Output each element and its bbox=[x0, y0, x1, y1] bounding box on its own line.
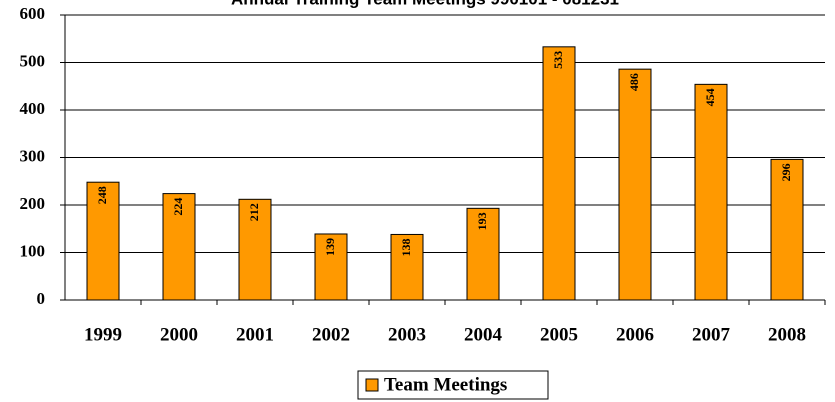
x-tick-label: 2002 bbox=[312, 324, 350, 345]
bar bbox=[314, 233, 348, 301]
value-label: 139 bbox=[323, 238, 337, 256]
x-tick-label: 2004 bbox=[464, 324, 503, 345]
y-tick-label: 400 bbox=[20, 99, 46, 118]
y-tick-label: 0 bbox=[37, 289, 46, 308]
bar bbox=[86, 181, 120, 301]
legend-label: Team Meetings bbox=[384, 374, 507, 395]
value-label: 193 bbox=[475, 212, 489, 230]
value-label: 248 bbox=[95, 186, 109, 204]
x-tick-label: 2006 bbox=[616, 324, 654, 345]
chart-title: Annual Training Team Meetings 990101 - 0… bbox=[231, 0, 619, 8]
y-tick-label: 600 bbox=[20, 4, 46, 23]
value-label: 486 bbox=[627, 73, 641, 91]
bar bbox=[542, 46, 576, 301]
x-tick-label: 2007 bbox=[692, 324, 731, 345]
bar bbox=[390, 233, 424, 301]
value-label: 138 bbox=[399, 238, 413, 256]
value-label: 454 bbox=[703, 88, 717, 106]
y-tick-label: 200 bbox=[20, 194, 46, 213]
legend-box bbox=[357, 370, 549, 400]
bar bbox=[162, 193, 196, 301]
legend-swatch bbox=[365, 378, 379, 392]
x-tick-label: 1999 bbox=[84, 324, 122, 345]
bar bbox=[466, 207, 500, 301]
x-tick-label: 2008 bbox=[768, 324, 806, 345]
x-tick-label: 2001 bbox=[236, 324, 274, 345]
y-tick-label: 100 bbox=[20, 241, 46, 260]
value-label: 296 bbox=[779, 163, 793, 181]
x-tick-label: 2003 bbox=[388, 324, 426, 345]
bar bbox=[770, 158, 804, 301]
y-tick-label: 300 bbox=[20, 146, 46, 165]
value-label: 212 bbox=[247, 203, 261, 221]
x-tick-label: 2005 bbox=[540, 324, 578, 345]
bar bbox=[694, 83, 728, 301]
value-label: 533 bbox=[551, 51, 565, 69]
x-tick-label: 2000 bbox=[160, 324, 198, 345]
value-label: 224 bbox=[171, 198, 185, 216]
bar bbox=[238, 198, 272, 301]
y-tick-label: 500 bbox=[20, 51, 46, 70]
bar bbox=[618, 68, 652, 301]
